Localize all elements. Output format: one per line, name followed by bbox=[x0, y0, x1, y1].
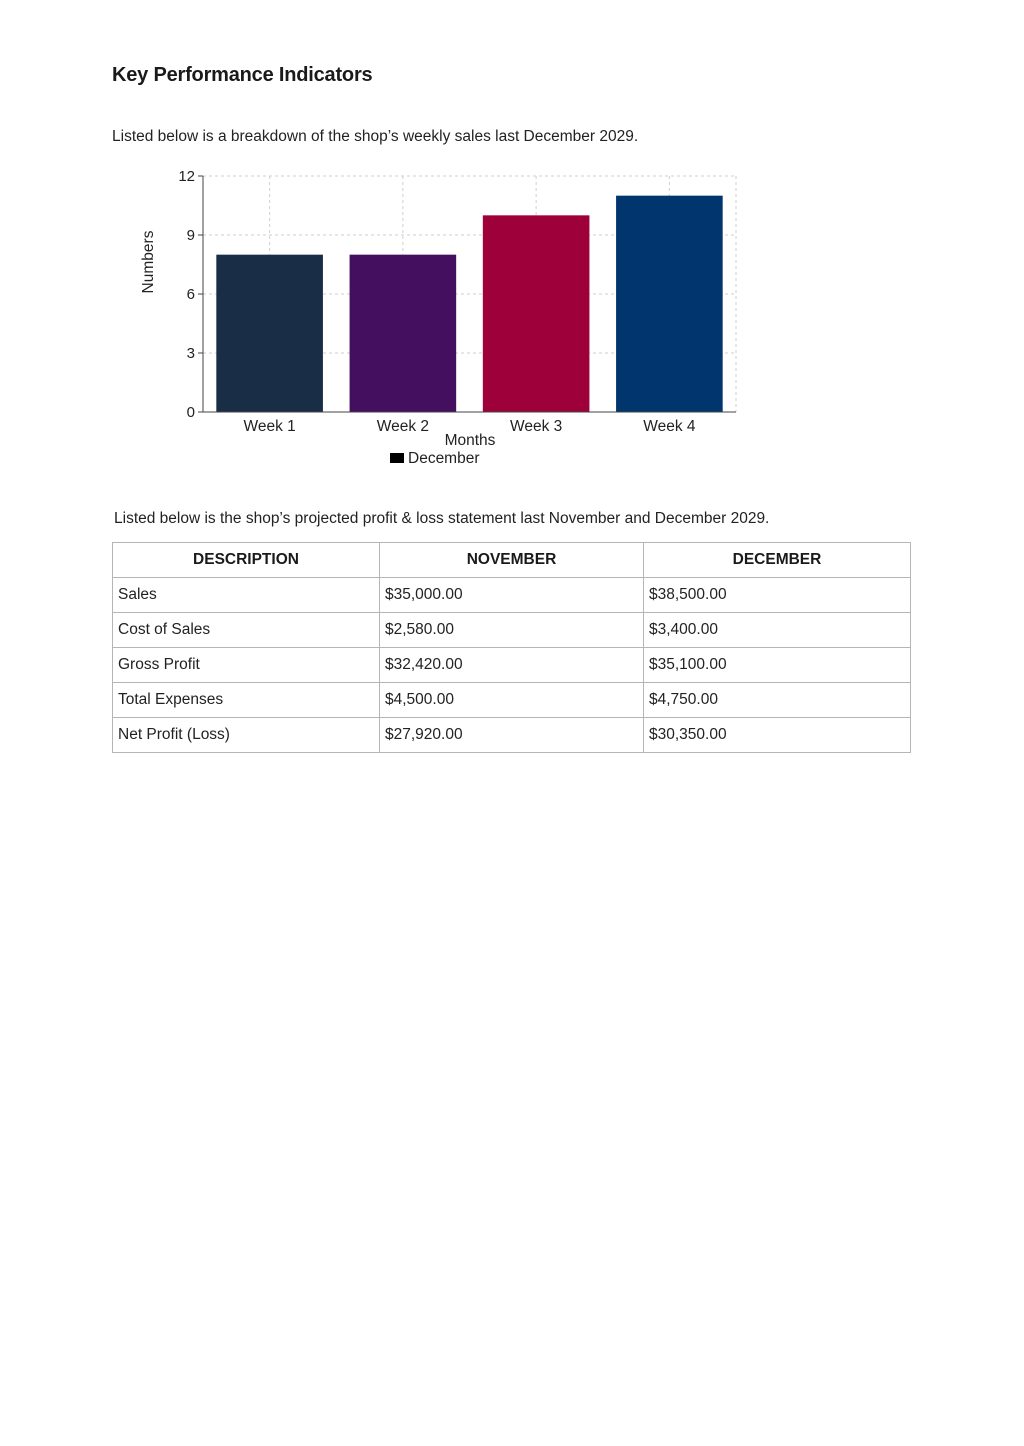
y-tick-label: 0 bbox=[187, 404, 195, 421]
y-axis-label: Numbers bbox=[140, 230, 157, 293]
bar bbox=[216, 254, 323, 412]
table-row: Cost of Sales $2,580.00 $3,400.00 bbox=[112, 612, 911, 648]
x-tick-label: Week 4 bbox=[643, 418, 696, 435]
legend-swatch bbox=[390, 453, 404, 463]
row-description: Net Profit (Loss) bbox=[112, 717, 380, 753]
table-row: Total Expenses $4,500.00 $4,750.00 bbox=[112, 682, 911, 718]
table-header-row: DESCRIPTION NOVEMBER DECEMBER bbox=[112, 542, 911, 578]
chart-axes: 0 3 6 9 12 Week 1 Week 2 Week 3 Week 4 bbox=[178, 168, 736, 435]
row-description: Gross Profit bbox=[112, 647, 380, 683]
chart-legend: December bbox=[390, 450, 480, 467]
row-december-value: $3,400.00 bbox=[643, 612, 911, 648]
row-december-value: $35,100.00 bbox=[643, 647, 911, 683]
row-november-value: $4,500.00 bbox=[379, 682, 644, 718]
row-december-value: $4,750.00 bbox=[643, 682, 911, 718]
chart-bars bbox=[216, 195, 723, 412]
row-december-value: $30,350.00 bbox=[643, 717, 911, 753]
row-november-value: $32,420.00 bbox=[379, 647, 644, 683]
row-description: Sales bbox=[112, 577, 380, 613]
x-tick-label: Week 2 bbox=[377, 418, 429, 435]
profit-loss-table: DESCRIPTION NOVEMBER DECEMBER Sales $35,… bbox=[112, 542, 911, 753]
chart-svg: 0 3 6 9 12 Week 1 Week 2 Week 3 Week 4 Numbers M… bbox=[140, 168, 737, 467]
x-tick-label: Week 1 bbox=[243, 418, 295, 435]
bar bbox=[482, 215, 590, 412]
x-tick-label: Week 3 bbox=[510, 418, 562, 435]
bar bbox=[349, 254, 457, 412]
table-row: Gross Profit $32,420.00 $35,100.00 bbox=[112, 647, 911, 683]
header-november: NOVEMBER bbox=[379, 542, 644, 578]
row-description: Total Expenses bbox=[112, 682, 380, 718]
page-title: Key Performance Indicators bbox=[112, 64, 373, 86]
x-axis-label: Months bbox=[445, 432, 496, 449]
row-november-value: $27,920.00 bbox=[379, 717, 644, 753]
pl-intro-text: Listed below is the shop’s projected pro… bbox=[114, 510, 770, 527]
y-tick-label: 12 bbox=[178, 168, 195, 185]
row-description: Cost of Sales bbox=[112, 612, 380, 648]
bar bbox=[616, 195, 723, 412]
header-december: DECEMBER bbox=[643, 542, 911, 578]
table-row: Net Profit (Loss) $27,920.00 $30,350.00 bbox=[112, 717, 911, 753]
y-tick-label: 9 bbox=[187, 227, 195, 244]
weekly-sales-bar-chart: 0 3 6 9 12 Week 1 Week 2 Week 3 Week 4 Numbers M… bbox=[130, 166, 750, 472]
y-tick-label: 3 bbox=[187, 345, 195, 362]
row-december-value: $38,500.00 bbox=[643, 577, 911, 613]
sales-intro-text: Listed below is a breakdown of the shop’… bbox=[112, 128, 639, 145]
header-description: DESCRIPTION bbox=[112, 542, 380, 578]
table-row: Sales $35,000.00 $38,500.00 bbox=[112, 577, 911, 613]
row-november-value: $35,000.00 bbox=[379, 577, 644, 613]
legend-label: December bbox=[408, 450, 480, 467]
y-tick-label: 6 bbox=[187, 286, 195, 303]
row-november-value: $2,580.00 bbox=[379, 612, 644, 648]
